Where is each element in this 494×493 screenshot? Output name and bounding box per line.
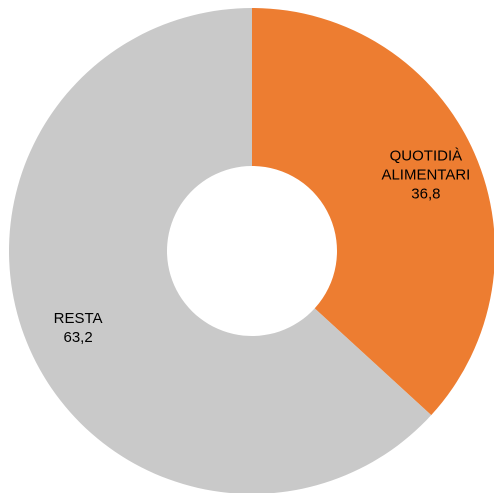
donut-labels: QUOTIDIÀ ALIMENTARI 36,8 RESTA 63,2 [54, 147, 471, 346]
slice-label-0: QUOTIDIÀ ALIMENTARI 36,8 [381, 147, 470, 202]
slice-value-text: 36,8 [411, 185, 440, 202]
slice-1 [9, 8, 432, 493]
slice-category-text: RESTA [54, 310, 103, 327]
slice-category-text: ALIMENTARI [381, 166, 470, 183]
slice-value-text: 63,2 [64, 329, 93, 346]
slice-label-1: RESTA 63,2 [54, 310, 103, 346]
slice-category-text: QUOTIDIÀ [390, 147, 463, 164]
donut-slices [9, 8, 494, 493]
slice-0 [252, 8, 494, 416]
